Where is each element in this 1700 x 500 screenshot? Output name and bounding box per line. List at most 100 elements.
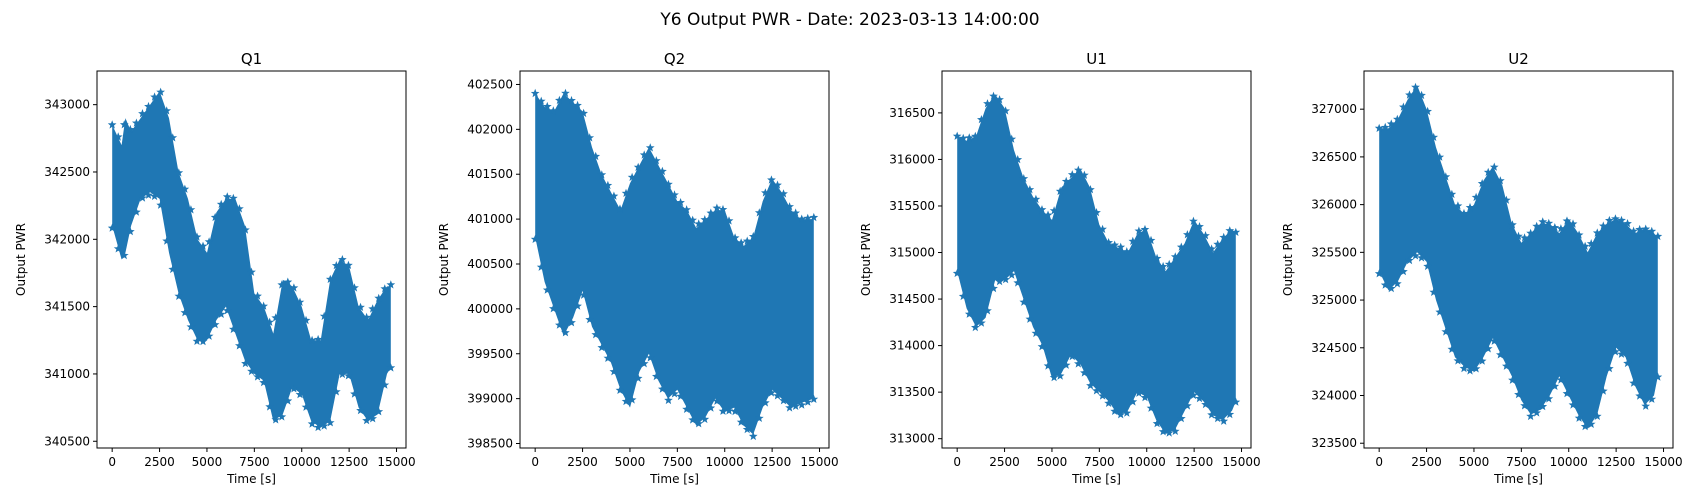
y-tick-label: 401000: [467, 212, 513, 226]
x-tick-label: 0: [108, 455, 116, 469]
star-point: [1116, 410, 1126, 419]
y-tick-label: 323500: [1311, 436, 1357, 450]
star-point: [313, 422, 323, 432]
x-tick-label: 10000: [1550, 455, 1588, 469]
star-point: [609, 191, 619, 200]
star-point: [736, 417, 746, 426]
star-point: [204, 331, 214, 340]
star-point: [995, 276, 1004, 286]
star-point: [1031, 194, 1041, 204]
star-point: [380, 284, 390, 293]
y-tick-label: 315000: [889, 246, 935, 260]
star-point: [216, 199, 226, 209]
star-point: [530, 88, 540, 98]
star-point: [144, 190, 153, 199]
y-tick-label: 316000: [889, 152, 935, 166]
star-point: [1380, 280, 1390, 289]
star-point: [289, 283, 299, 292]
star-point: [627, 395, 637, 404]
star-point: [1592, 411, 1602, 420]
star-point: [1526, 228, 1535, 237]
star-point: [1496, 176, 1505, 185]
star-point: [1176, 414, 1186, 423]
star-point: [658, 384, 667, 393]
star-point: [180, 184, 190, 193]
star-point: [803, 397, 813, 406]
star-point: [1007, 134, 1017, 143]
star-point: [119, 250, 129, 260]
star-point: [615, 204, 625, 213]
star-point: [773, 391, 782, 400]
axes-frame: [96, 70, 407, 449]
star-point: [736, 238, 746, 247]
star-point: [1219, 416, 1229, 425]
y-tick-label: 341500: [44, 300, 90, 314]
star-point: [652, 156, 661, 165]
x-tick-label: 12500: [330, 455, 368, 469]
star-point: [724, 216, 734, 225]
star-point: [1152, 253, 1162, 263]
star-point: [1055, 186, 1065, 196]
star-point: [386, 363, 396, 372]
star-point: [174, 168, 184, 177]
star-point: [1380, 122, 1390, 132]
star-point: [688, 415, 697, 424]
star-point: [706, 208, 716, 217]
x-tick-label: 2500: [989, 455, 1020, 469]
star-point: [536, 96, 546, 105]
star-point: [1465, 202, 1475, 212]
star-point: [549, 106, 558, 115]
star-point: [1647, 394, 1657, 403]
star-point: [222, 192, 232, 201]
star-point: [1623, 358, 1632, 368]
star-point: [1019, 174, 1029, 183]
x-tick-label: 2500: [144, 455, 175, 469]
star-point: [1104, 238, 1113, 247]
subplot-title: U1: [1086, 50, 1107, 68]
subplot-title: U2: [1508, 50, 1529, 68]
star-point: [1061, 360, 1071, 369]
star-point: [1067, 170, 1077, 179]
star-point: [579, 108, 588, 118]
star-point: [785, 202, 794, 211]
data-series-cloud: [1379, 85, 1658, 429]
star-point: [368, 304, 377, 313]
star-point: [1134, 388, 1144, 397]
star-point: [1374, 269, 1384, 278]
star-point: [325, 418, 335, 427]
star-point: [1483, 167, 1493, 176]
y-tick-label: 324000: [1311, 389, 1357, 403]
star-point: [585, 133, 595, 142]
star-point: [1061, 176, 1071, 186]
x-tick-label: 0: [1375, 455, 1383, 469]
star-point: [1496, 350, 1505, 359]
star-point: [344, 260, 353, 269]
star-point: [1520, 401, 1529, 410]
x-tick-label: 12500: [753, 455, 791, 469]
star-point: [241, 359, 250, 368]
star-point: [210, 212, 220, 222]
star-point: [331, 261, 341, 270]
star-point: [1489, 336, 1499, 345]
star-point: [1441, 327, 1451, 336]
star-point: [1025, 314, 1035, 323]
star-point: [1031, 328, 1041, 338]
star-point: [1538, 402, 1548, 411]
y-tick-label: 313000: [889, 432, 935, 446]
data-series-markers: [107, 87, 396, 432]
star-point: [113, 132, 123, 141]
star-point: [1435, 307, 1445, 316]
star-point: [1013, 278, 1023, 287]
star-point: [1152, 419, 1162, 428]
star-point: [1146, 403, 1156, 412]
star-point: [1074, 165, 1083, 174]
y-tick-label: 340500: [44, 434, 90, 448]
star-point: [1128, 397, 1138, 406]
star-point: [748, 431, 758, 441]
x-tick-label: 7500: [1506, 455, 1537, 469]
star-point: [1043, 361, 1053, 370]
star-point: [1508, 375, 1517, 384]
star-point: [1170, 426, 1180, 435]
star-point: [1441, 172, 1451, 181]
